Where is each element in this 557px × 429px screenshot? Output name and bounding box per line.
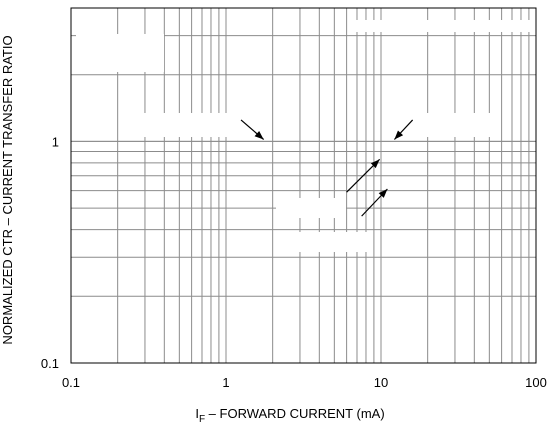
x-tick-label: 0.1 (62, 375, 80, 390)
y-axis-title: NORMALIZED CTR – CURRENT TRANSFER RATIO (0, 35, 15, 344)
x-tick-labels: 0.1 1 10 100 (62, 375, 547, 390)
y-tick-labels: 0.11 (41, 134, 59, 371)
grid-gap (286, 232, 368, 252)
grid-gap (138, 113, 234, 137)
annotation-arrow (361, 188, 388, 217)
plot-frame (70, 7, 537, 364)
arrow-head (254, 130, 264, 140)
x-tick-label: 10 (374, 375, 388, 390)
y-tick-label: 1 (52, 134, 59, 149)
grid-gap (276, 198, 346, 218)
x-tick-label: 1 (222, 375, 229, 390)
y-tick-label: 0.1 (41, 356, 59, 371)
grid-gap (418, 113, 492, 137)
annotation-arrow (393, 119, 414, 140)
x-axis-title-sub: F (199, 414, 205, 425)
x-axis-title: IF – FORWARD CURRENT (mA) (195, 406, 384, 425)
annotation-arrow (240, 119, 265, 140)
x-tick-label: 100 (525, 375, 547, 390)
grid-gap (350, 20, 536, 32)
grid-gaps (76, 20, 536, 252)
arrow-head (394, 130, 404, 140)
annotation-arrows (240, 119, 414, 217)
arrow-head (378, 188, 388, 198)
grid-gap (76, 34, 164, 72)
x-axis-title-main: I (195, 406, 199, 421)
annotation-arrow (346, 158, 381, 193)
arrow-head (370, 159, 380, 169)
x-axis-title-rest: – FORWARD CURRENT (mA) (205, 406, 385, 421)
